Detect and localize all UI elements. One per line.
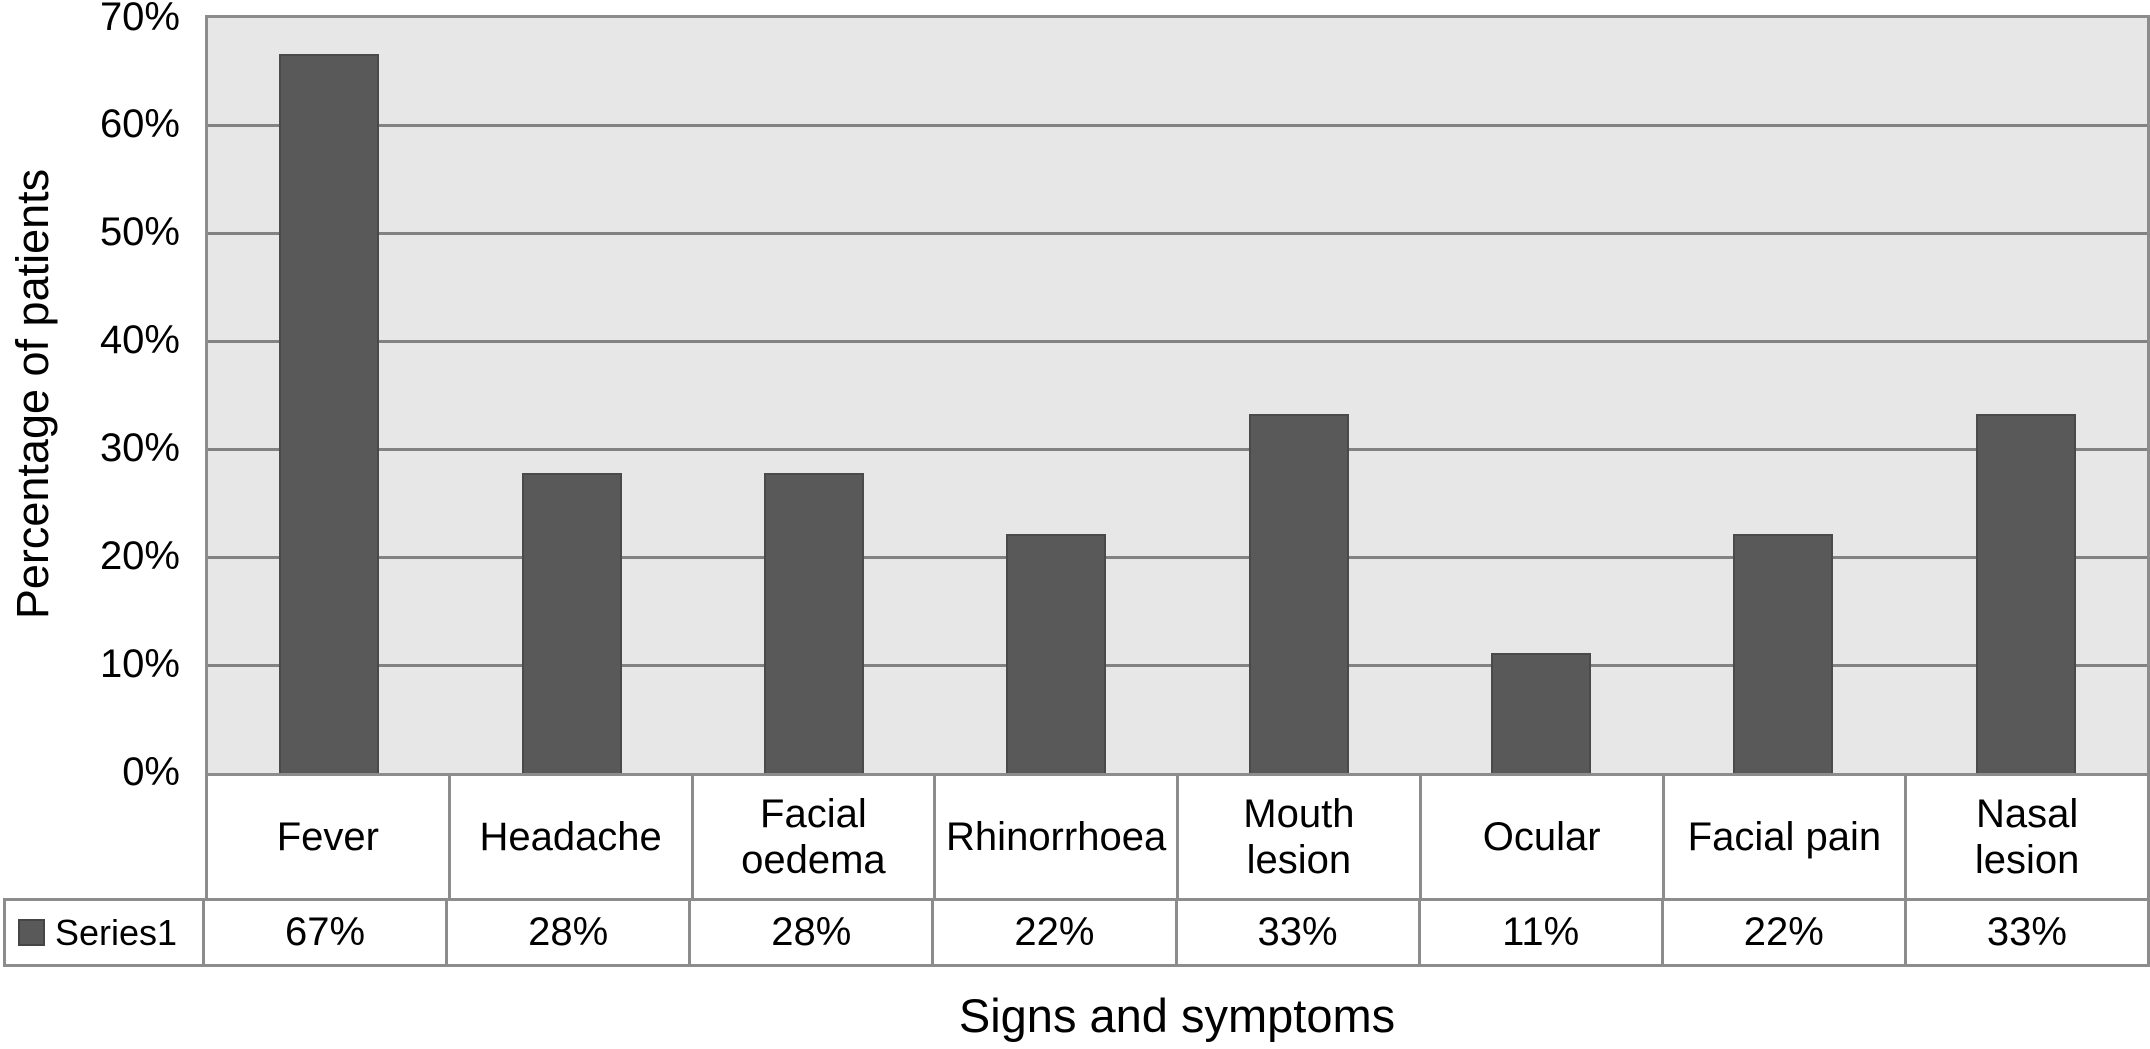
category-header-row: Fever Headache Facial oedema Rhinorrhoea Mou… [205,773,2150,898]
value-cell-facial-pain: 22% [1663,901,1907,964]
value-cell-mouth-lesion: 33% [1177,901,1421,964]
category-cell-nasal-lesion: Nasal lesion [1907,776,2147,898]
gridline-40 [208,340,2147,344]
category-cell-facial-oedema: Facial oedema [693,776,937,898]
y-tick-70: 70% [99,0,180,39]
y-tick-50: 50% [99,210,180,255]
bar-facial-oedema [763,473,864,773]
bar-nasal-lesion [1975,413,2076,773]
y-tick-10: 10% [99,641,180,686]
value-cell-ocular: 11% [1420,901,1664,964]
gridline-60 [208,124,2147,128]
category-cell-headache: Headache [450,776,694,898]
category-cell-fever: Fever [208,776,451,898]
y-tick-30: 30% [99,425,180,470]
series1-swatch-icon [18,919,45,946]
legend-label: Series1 [55,911,178,953]
gridline-20 [208,555,2147,559]
bar-ocular [1491,653,1592,773]
data-table-row: Series1 67% 28% 28% 22% 33% 11% 22% 33% [3,898,2150,967]
bar-mouth-lesion [1248,413,1349,773]
gridline-30 [208,447,2147,451]
category-cell-rhinorrhoea: Rhinorrhoea [936,776,1179,898]
bar-facial-pain [1733,533,1834,773]
category-cell-mouth-lesion: Mouth lesion [1179,776,1422,898]
category-cell-facial-pain: Facial pain [1664,776,1908,898]
y-tick-20: 20% [99,533,180,578]
y-tick-60: 60% [99,102,180,147]
y-tick-0: 0% [122,749,180,794]
x-axis-title: Signs and symptoms [958,989,1396,1042]
legend-key: Series1 [6,901,205,964]
bar-rhinorrhoea [1006,533,1107,773]
value-cell-fever: 67% [205,901,449,964]
category-cell-ocular: Ocular [1421,776,1665,898]
value-cell-rhinorrhoea: 22% [934,901,1178,964]
y-tick-40: 40% [99,318,180,363]
gridline-50 [208,232,2147,236]
gridline-10 [208,663,2147,667]
plot-area [205,15,2150,773]
bar-fever [279,53,380,773]
value-cell-facial-oedema: 28% [691,901,935,964]
value-cell-nasal-lesion: 33% [1906,901,2147,964]
bar-headache [521,473,622,773]
value-cell-headache: 28% [448,901,692,964]
